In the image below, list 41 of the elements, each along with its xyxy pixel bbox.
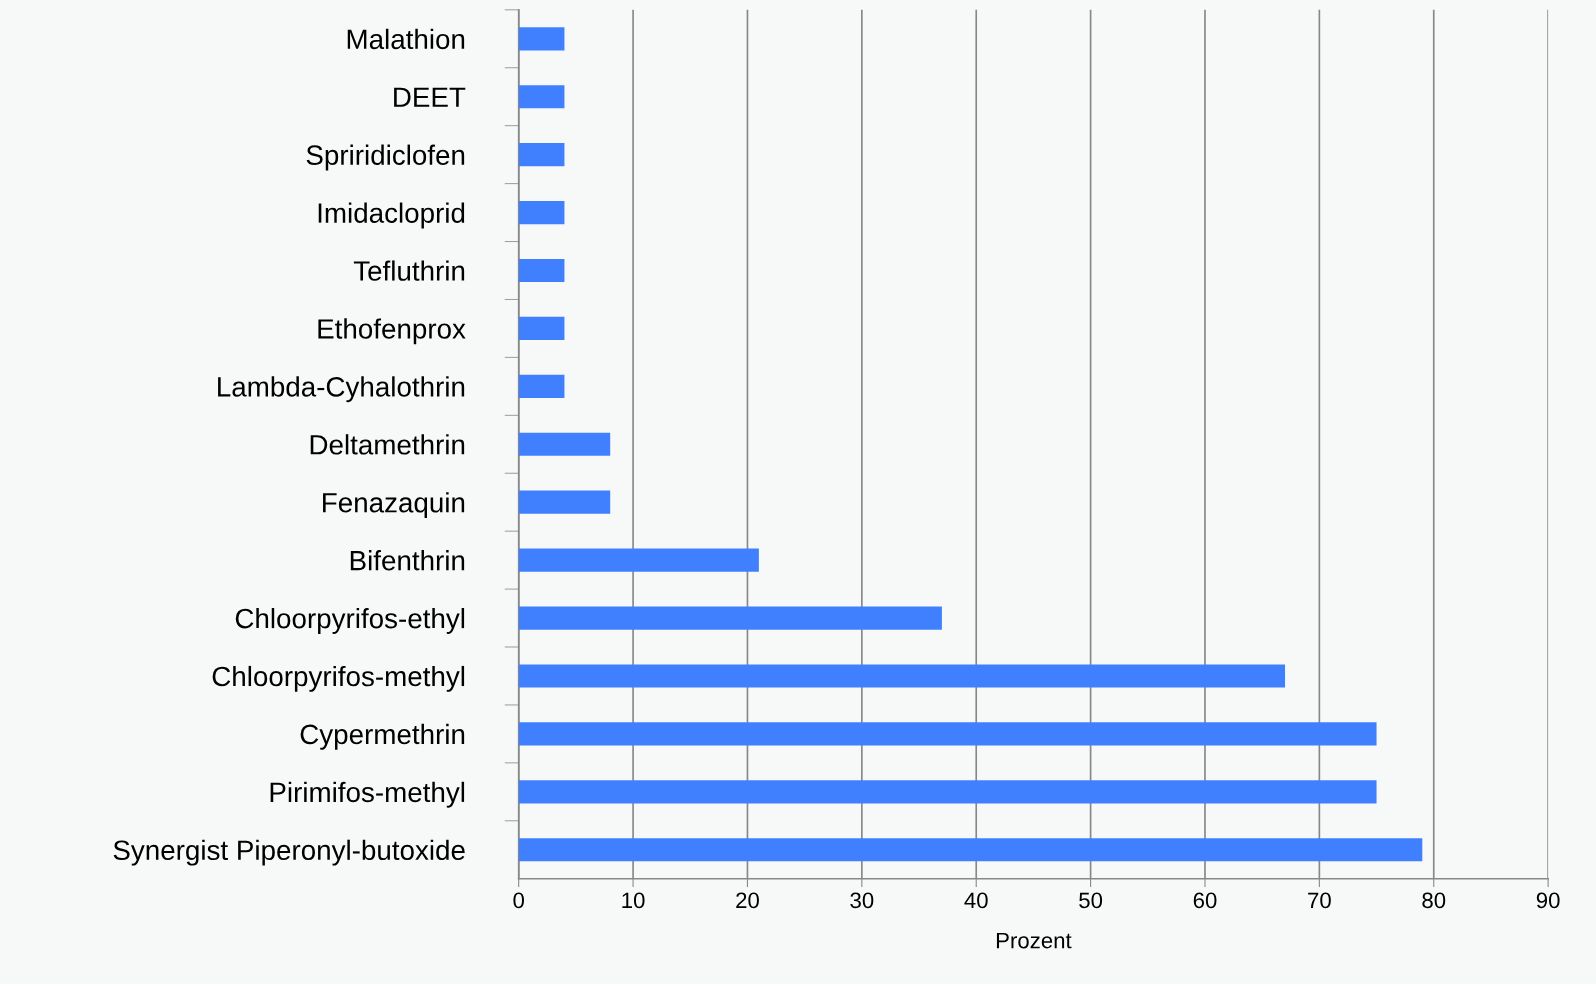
bar bbox=[518, 490, 611, 514]
bar bbox=[518, 780, 1377, 804]
bar bbox=[518, 548, 759, 572]
x-tick-label: 20 bbox=[736, 892, 759, 909]
y-tick-label: Fenazaquin bbox=[323, 492, 465, 519]
x-tick-label: 50 bbox=[1079, 892, 1103, 909]
y-tick-label: Ethofenprox bbox=[318, 318, 466, 345]
x-tick-label: 0 bbox=[513, 892, 525, 909]
x-tick-label: 30 bbox=[850, 892, 874, 909]
y-tick-label: Tefluthrin bbox=[353, 260, 465, 281]
bar bbox=[518, 374, 565, 398]
x-tick-label: 10 bbox=[622, 892, 645, 909]
y-tick-label: Chloorpyrifos-methyl bbox=[212, 665, 465, 692]
y-tick-label: DEET bbox=[394, 87, 466, 107]
bar bbox=[518, 143, 565, 167]
bar bbox=[518, 27, 565, 51]
y-tick-label: Bifenthrin bbox=[350, 550, 465, 571]
y-tick-label: Lambda-Cyhalothrin bbox=[218, 376, 465, 403]
y-tick-label: Pirimifos-methyl bbox=[270, 781, 465, 808]
x-tick-label: 80 bbox=[1422, 892, 1446, 909]
bar bbox=[518, 316, 565, 341]
y-tick-label: Chloorpyrifos-ethyl bbox=[235, 607, 465, 634]
bar bbox=[518, 85, 565, 109]
bar bbox=[518, 838, 1423, 862]
bar bbox=[518, 664, 1286, 688]
x-tick-label: 90 bbox=[1536, 892, 1560, 909]
x-tick-label: 60 bbox=[1193, 892, 1217, 909]
bar bbox=[518, 722, 1377, 746]
y-tick-label: Imidacloprid bbox=[318, 202, 465, 229]
bar bbox=[518, 432, 611, 456]
x-tick-label: 70 bbox=[1308, 892, 1331, 909]
y-tick-label: Synergist Piperonyl-butoxide bbox=[113, 839, 465, 866]
bar bbox=[518, 606, 942, 630]
bar bbox=[518, 258, 565, 283]
y-tick-label: Spriridiclofen bbox=[306, 144, 465, 171]
y-tick-label: Malathion bbox=[347, 28, 465, 50]
x-axis-title: Prozent bbox=[996, 932, 1072, 949]
y-tick-label: Cypermethrin bbox=[300, 723, 465, 750]
bar bbox=[518, 200, 565, 225]
x-tick-label: 40 bbox=[964, 892, 988, 909]
y-tick-label: Deltamethrin bbox=[310, 434, 465, 455]
